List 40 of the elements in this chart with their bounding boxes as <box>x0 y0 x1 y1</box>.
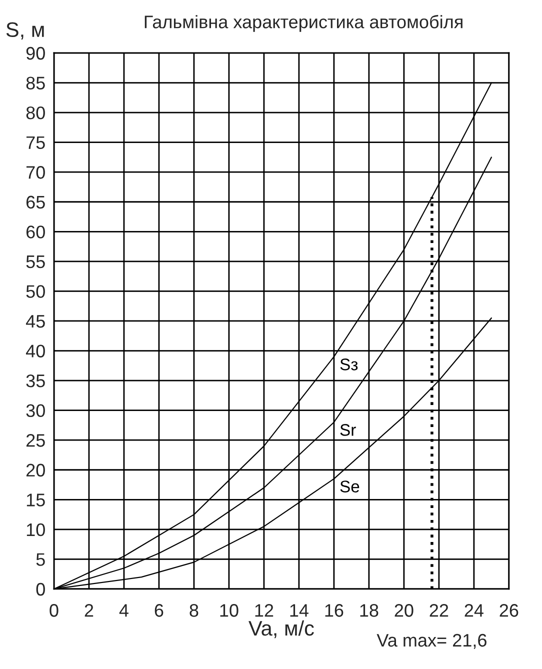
y-tick-label: 5 <box>36 553 45 566</box>
y-tick-label: 20 <box>26 464 45 477</box>
y-tick-label: 25 <box>26 434 45 447</box>
x-tick-label: 26 <box>500 604 518 617</box>
y-tick-label: 0 <box>36 582 45 596</box>
x-tick-label: 2 <box>84 604 94 617</box>
y-tick-label: 60 <box>26 226 45 238</box>
y-tick-label: 70 <box>26 166 45 179</box>
series-label: Se <box>340 480 360 492</box>
x-tick-label: 4 <box>119 604 128 617</box>
x-tick-label: 20 <box>394 604 414 617</box>
y-axis-title: S, м <box>6 22 44 40</box>
y-tick-label: 35 <box>26 374 45 388</box>
ref-line-label: Va max= 21,6 <box>376 634 486 649</box>
x-tick-label: 10 <box>220 604 238 617</box>
x-tick-label: 0 <box>50 604 58 617</box>
y-tick-label: 45 <box>26 315 45 328</box>
series-label: Sr <box>340 424 356 436</box>
x-tick-label: 18 <box>360 604 378 617</box>
y-tick-label: 80 <box>26 106 45 120</box>
y-tick-label: 50 <box>26 285 45 298</box>
x-tick-label: 8 <box>190 604 198 617</box>
y-tick-label: 55 <box>26 256 45 268</box>
chart-title: Гальмівна характеристика автомобіля <box>144 14 462 32</box>
y-tick-label: 90 <box>26 46 45 60</box>
x-tick-label: 16 <box>325 604 344 617</box>
x-tick-label: 6 <box>154 604 164 617</box>
y-tick-label: 65 <box>26 196 45 209</box>
series-label: Sз <box>340 358 358 370</box>
x-tick-label: 12 <box>255 604 274 617</box>
y-tick-label: 75 <box>26 136 45 150</box>
y-tick-label: 10 <box>26 523 45 536</box>
x-tick-label: 14 <box>290 604 308 617</box>
x-axis-title: Va, м/с <box>248 620 314 638</box>
x-tick-label: 22 <box>430 604 448 617</box>
y-tick-label: 15 <box>26 494 45 506</box>
y-tick-label: 85 <box>26 76 45 90</box>
x-tick-label: 24 <box>464 604 484 617</box>
y-tick-label: 40 <box>26 344 45 358</box>
y-tick-label: 30 <box>26 404 45 418</box>
